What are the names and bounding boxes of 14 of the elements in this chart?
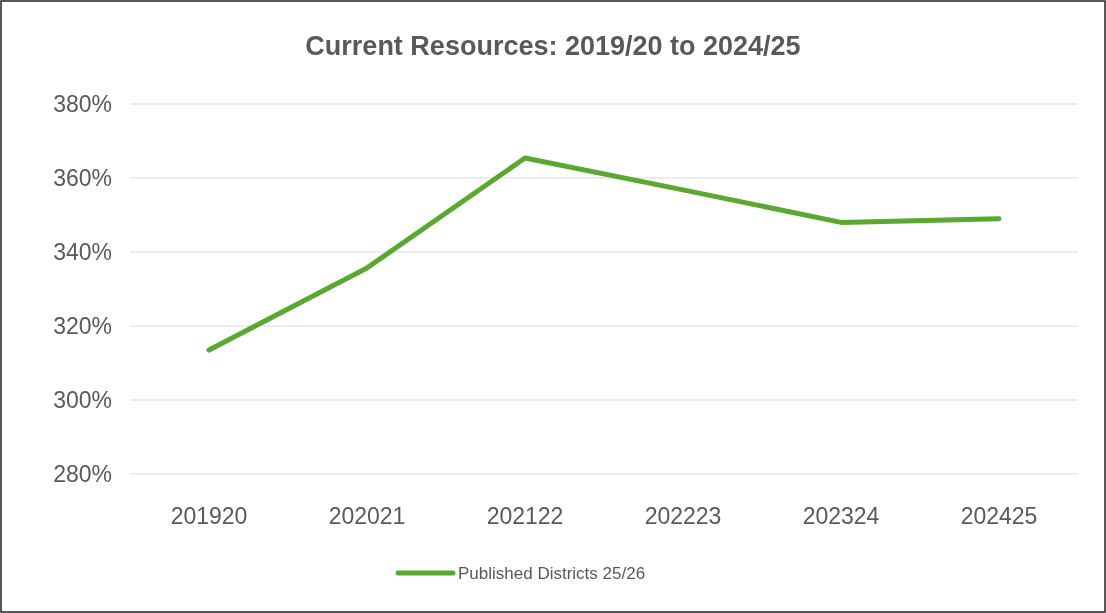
x-tick-label: 202223: [644, 503, 722, 529]
y-tick-label: 300%: [53, 387, 112, 414]
x-tick-label: 201920: [170, 503, 248, 529]
y-tick-label: 380%: [53, 91, 112, 118]
y-tick-label: 280%: [53, 461, 112, 488]
chart-title: Current Resources: 2019/20 to 2024/25: [305, 31, 801, 61]
y-tick-label: 320%: [53, 313, 112, 340]
x-tick-label: 202021: [328, 503, 406, 529]
y-tick-label: 340%: [53, 239, 112, 266]
x-tick-label: 202324: [802, 503, 880, 529]
legend-label: Published Districts 25/26: [458, 563, 646, 583]
x-tick-label: 202425: [960, 503, 1038, 529]
y-tick-label: 360%: [53, 165, 112, 192]
x-tick-label: 202122: [486, 503, 564, 529]
